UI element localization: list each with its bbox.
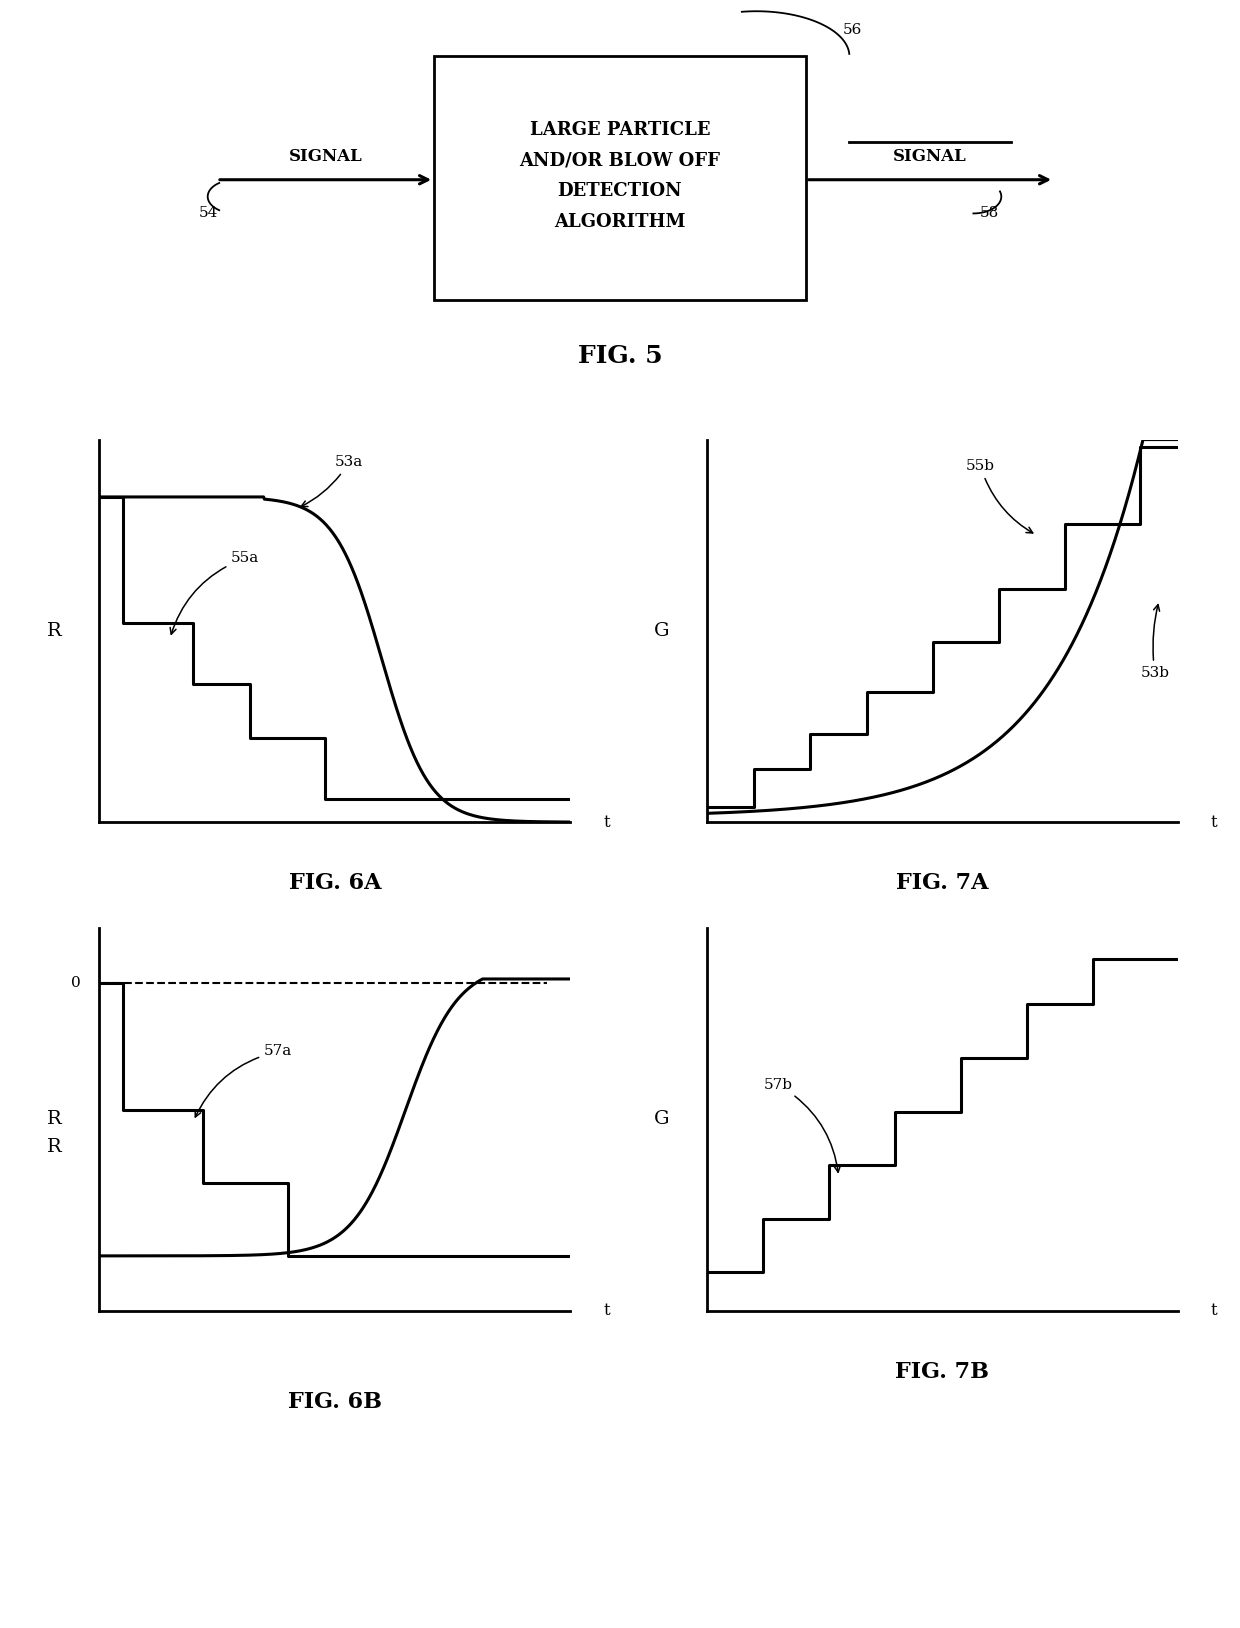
Text: t: t (1211, 814, 1218, 830)
Text: FIG. 7B: FIG. 7B (895, 1361, 990, 1382)
Text: t: t (604, 1302, 610, 1319)
Text: FIG. 6B: FIG. 6B (288, 1390, 382, 1413)
FancyBboxPatch shape (434, 55, 806, 300)
Text: LARGE PARTICLE
AND/OR BLOW OFF
DETECTION
ALGORITHM: LARGE PARTICLE AND/OR BLOW OFF DETECTION… (520, 120, 720, 231)
Text: t: t (1211, 1302, 1218, 1319)
Text: G: G (653, 622, 670, 640)
Text: SIGNAL: SIGNAL (893, 148, 967, 164)
Text: FIG. 7A: FIG. 7A (897, 873, 988, 894)
Text: 0: 0 (71, 975, 81, 990)
Text: R: R (47, 622, 62, 640)
Text: R: R (47, 1138, 62, 1156)
Text: 53a: 53a (301, 456, 363, 506)
Text: FIG. 6A: FIG. 6A (289, 873, 381, 894)
Text: 55a: 55a (170, 550, 259, 635)
Text: 58: 58 (980, 207, 999, 220)
Text: R: R (47, 1110, 62, 1128)
Text: G: G (653, 1110, 670, 1128)
Text: 57b: 57b (764, 1078, 841, 1172)
Text: 53b: 53b (1141, 604, 1169, 681)
Text: FIG. 5: FIG. 5 (578, 344, 662, 368)
Text: 54: 54 (198, 207, 218, 220)
Text: 57a: 57a (195, 1045, 293, 1117)
Text: 56: 56 (843, 23, 863, 37)
Text: t: t (604, 814, 610, 830)
Text: 55b: 55b (966, 459, 1033, 532)
Text: SIGNAL: SIGNAL (289, 148, 362, 164)
